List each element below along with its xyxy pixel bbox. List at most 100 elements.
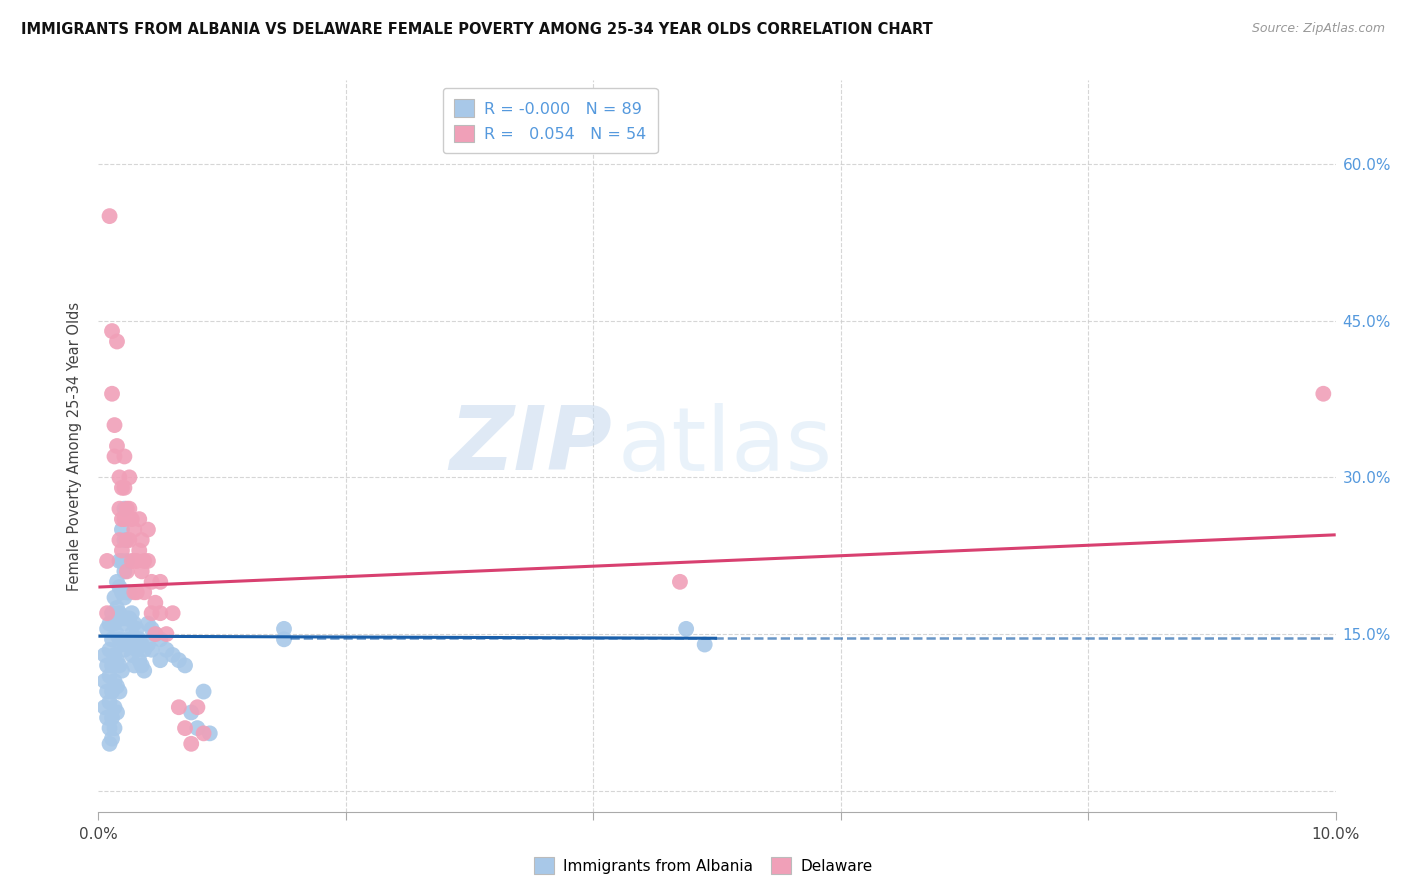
Point (105, 574, 128, 589)
Point (193, 684, 215, 698)
Point (125, 585, 148, 599)
Point (141, 606, 163, 620)
Point (98, 209, 121, 223)
Point (96, 606, 118, 620)
Point (111, 554, 134, 568)
Point (121, 512, 143, 526)
Point (162, 648, 184, 662)
Point (128, 632, 150, 647)
Point (96, 622, 118, 636)
Point (108, 684, 131, 698)
Point (174, 721, 197, 735)
Text: atlas: atlas (619, 402, 834, 490)
Point (101, 711, 124, 725)
Point (121, 606, 143, 620)
Point (103, 648, 125, 662)
Point (108, 501, 131, 516)
Point (108, 554, 131, 568)
Point (111, 543, 134, 558)
Point (186, 700, 208, 714)
Point (111, 664, 134, 678)
Point (136, 638, 159, 652)
Point (108, 606, 131, 620)
Point (136, 554, 159, 568)
Point (141, 642, 163, 657)
Point (98, 695, 121, 709)
Point (124, 616, 146, 631)
Point (111, 512, 134, 526)
Point (101, 324, 124, 338)
Point (103, 616, 125, 631)
Text: IMMIGRANTS FROM ALBANIA VS DELAWARE FEMALE POVERTY AMONG 25-34 YEAR OLDS CORRELA: IMMIGRANTS FROM ALBANIA VS DELAWARE FEMA… (21, 22, 932, 37)
Point (111, 523, 134, 537)
Point (98, 721, 121, 735)
Point (108, 580, 131, 594)
Point (121, 627, 143, 641)
Point (105, 601, 128, 615)
Point (134, 585, 156, 599)
Point (162, 606, 184, 620)
Point (134, 554, 156, 568)
Point (111, 638, 134, 652)
Point (143, 596, 166, 610)
Point (167, 653, 190, 667)
Point (669, 574, 692, 589)
Point (118, 611, 141, 625)
Point (115, 585, 138, 599)
Point (128, 653, 150, 667)
Point (108, 658, 131, 673)
Point (125, 622, 148, 636)
Point (101, 658, 124, 673)
Point (118, 585, 141, 599)
Point (98, 737, 121, 751)
Point (124, 658, 146, 673)
Point (149, 606, 172, 620)
Point (149, 574, 172, 589)
Point (103, 721, 125, 735)
Point (134, 642, 156, 657)
Point (155, 642, 177, 657)
Point (174, 658, 197, 673)
Point (111, 585, 134, 599)
Point (101, 731, 124, 746)
Point (101, 606, 124, 620)
Point (124, 585, 146, 599)
Point (108, 632, 131, 647)
Y-axis label: Female Poverty Among 25-34 Year Olds: Female Poverty Among 25-34 Year Olds (67, 301, 83, 591)
Point (103, 700, 125, 714)
Point (112, 481, 135, 495)
Point (131, 565, 153, 579)
Point (96, 554, 118, 568)
Point (103, 450, 125, 464)
Point (131, 533, 153, 547)
Point (101, 632, 124, 647)
Point (105, 706, 128, 720)
Point (112, 565, 135, 579)
Point (112, 616, 135, 631)
Point (93, 674, 115, 689)
Point (96, 684, 118, 698)
Point (128, 512, 150, 526)
Point (125, 642, 148, 657)
Point (105, 653, 128, 667)
Point (105, 334, 128, 349)
Point (134, 664, 156, 678)
Point (101, 684, 124, 698)
Point (103, 418, 125, 433)
Point (121, 554, 143, 568)
Point (105, 627, 128, 641)
Point (180, 737, 202, 751)
Point (103, 591, 125, 605)
Point (108, 533, 131, 547)
Point (121, 648, 143, 662)
Point (136, 616, 159, 631)
Point (128, 543, 150, 558)
Point (98, 616, 121, 631)
Point (143, 627, 166, 641)
Point (96, 711, 118, 725)
Point (118, 632, 141, 647)
Point (675, 622, 697, 636)
Point (167, 700, 190, 714)
Point (118, 470, 141, 484)
Point (112, 501, 135, 516)
